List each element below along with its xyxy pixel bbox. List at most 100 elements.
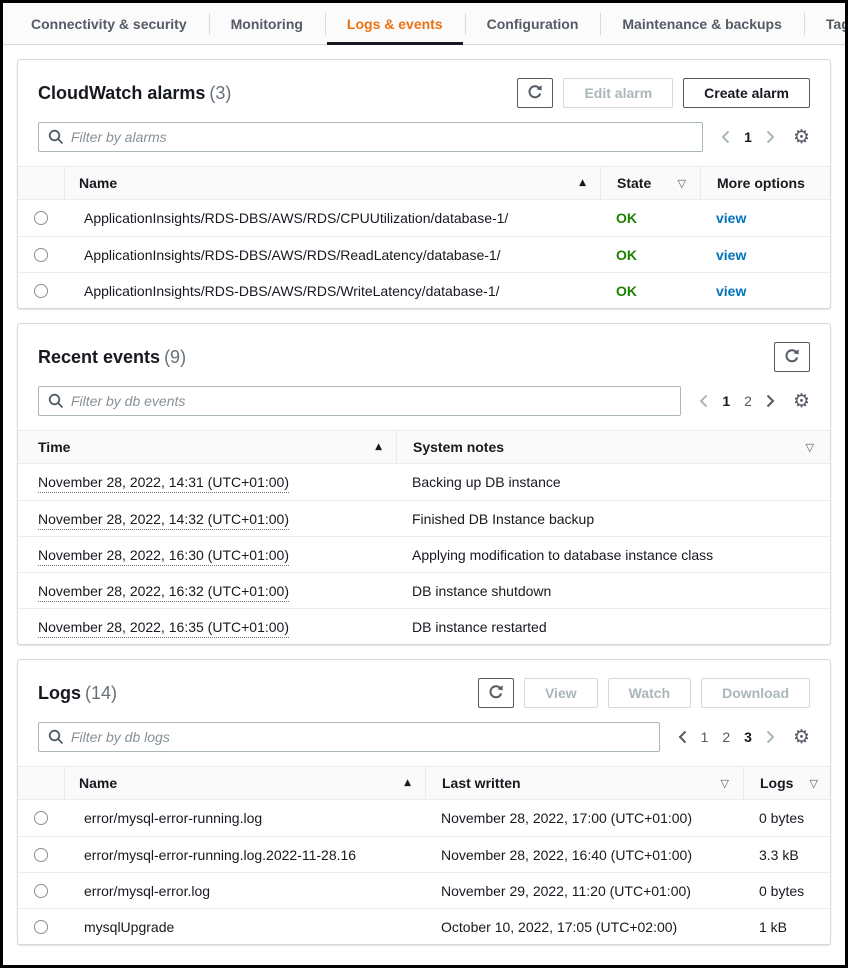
tab-monitoring[interactable]: Monitoring (208, 3, 325, 44)
row-radio-button[interactable] (34, 919, 48, 934)
table-row: mysqlUpgrade October 10, 2022, 17:05 (UT… (18, 908, 830, 944)
log-last-written: November 29, 2022, 11:20 (UTC+01:00) (441, 882, 691, 899)
events-settings-gear-icon[interactable]: ⚙ (792, 389, 810, 412)
column-label: Last written (442, 775, 521, 791)
row-radio-button[interactable] (34, 247, 48, 262)
column-filter-icon[interactable]: ▽ (809, 776, 818, 790)
event-time[interactable]: November 28, 2022, 14:32 (UTC+01:00) (38, 510, 289, 530)
column-label: Name (79, 775, 118, 791)
row-radio-button[interactable] (34, 847, 48, 862)
page-number[interactable]: 2 (744, 393, 752, 409)
log-size: 1 kB (759, 918, 788, 935)
alarms-filter-input[interactable] (38, 122, 704, 152)
row-radio-button[interactable] (34, 883, 48, 898)
events-header-time[interactable]: Time ▲ (18, 431, 396, 463)
log-last-written: October 10, 2022, 17:05 (UTC+02:00) (441, 918, 678, 935)
refresh-icon (488, 684, 504, 703)
alarms-header-name[interactable]: Name ▲ (64, 167, 600, 199)
previous-page-icon[interactable] (678, 730, 687, 744)
event-note: DB instance restarted (412, 618, 547, 635)
table-row: error/mysql-error.log November 29, 2022,… (18, 872, 830, 908)
alarms-header-state[interactable]: State ▽ (600, 167, 700, 199)
tab-label: Configuration (486, 15, 579, 32)
table-row: error/mysql-error-running.log.2022-11-28… (18, 836, 830, 872)
events-refresh-button[interactable] (774, 342, 810, 372)
create-alarm-button[interactable]: Create alarm (683, 78, 810, 108)
logs-filter-input[interactable] (38, 722, 660, 752)
table-row: November 28, 2022, 14:32 (UTC+01:00) Fin… (18, 500, 830, 536)
view-alarm-link[interactable]: view (716, 210, 747, 226)
logs-table-body: error/mysql-error-running.log November 2… (18, 800, 830, 944)
logs-settings-gear-icon[interactable]: ⚙ (792, 725, 810, 748)
log-name: mysqlUpgrade (84, 918, 175, 935)
page-number[interactable]: 1 (744, 129, 752, 145)
row-radio-button[interactable] (34, 811, 48, 825)
column-filter-icon[interactable]: ▽ (720, 776, 729, 790)
alarm-state-badge: OK (616, 246, 637, 263)
download-log-button[interactable]: Download (701, 678, 810, 708)
log-last-written: November 28, 2022, 16:40 (UTC+01:00) (441, 846, 692, 863)
tab-label: Tags (825, 15, 845, 32)
table-row: November 28, 2022, 16:35 (UTC+01:00) DB … (18, 608, 830, 644)
events-count: (9) (164, 346, 187, 367)
tab-connectivity-security[interactable]: Connectivity & security (9, 3, 209, 44)
next-page-icon[interactable] (766, 730, 775, 744)
events-filter-input[interactable] (38, 386, 682, 416)
header-radio-spacer (18, 167, 64, 199)
alarms-count: (3) (209, 82, 232, 103)
events-pagination: 1 2 (699, 393, 775, 409)
log-size: 3.3 kB (759, 846, 799, 863)
event-time[interactable]: November 28, 2022, 14:31 (UTC+01:00) (38, 474, 289, 493)
page-number[interactable]: 1 (722, 393, 731, 409)
alarms-settings-gear-icon[interactable]: ⚙ (792, 125, 810, 148)
row-radio-button[interactable] (34, 211, 48, 225)
recent-events-title: Recent events (9) (38, 347, 186, 368)
tab-tags[interactable]: Tags (803, 3, 845, 44)
events-header-system-notes[interactable]: System notes ▽ (396, 431, 830, 463)
sort-ascending-icon[interactable]: ▲ (579, 178, 586, 188)
event-time[interactable]: November 28, 2022, 16:30 (UTC+01:00) (38, 546, 289, 566)
cloudwatch-alarms-title: CloudWatch alarms (3) (38, 83, 231, 104)
view-alarm-link[interactable]: view (716, 246, 747, 263)
tab-configuration[interactable]: Configuration (464, 3, 601, 44)
page-number[interactable]: 2 (722, 729, 731, 745)
view-alarm-link[interactable]: view (716, 282, 747, 299)
logs-header-last-written[interactable]: Last written ▽ (425, 767, 743, 799)
recent-events-card: Recent events(9) 1 2 (17, 323, 831, 645)
sort-ascending-icon[interactable]: ▲ (404, 778, 411, 788)
column-filter-icon[interactable]: ▽ (805, 440, 814, 454)
alarms-table-body: ApplicationInsights/RDS-DBS/AWS/RDS/CPUU… (18, 200, 830, 308)
logs-title: Logs (14) (38, 683, 117, 704)
logs-header-name[interactable]: Name ▲ (64, 767, 425, 799)
events-table-header: Time ▲ System notes ▽ (18, 430, 830, 464)
row-radio-button[interactable] (34, 283, 48, 298)
refresh-icon (527, 84, 543, 103)
title-text: Logs (38, 682, 81, 703)
next-page-icon[interactable] (766, 130, 775, 144)
page-number[interactable]: 3 (744, 729, 752, 745)
events-table-body: November 28, 2022, 14:31 (UTC+01:00) Bac… (18, 464, 830, 644)
table-row: ApplicationInsights/RDS-DBS/AWS/RDS/Writ… (18, 272, 830, 308)
sort-ascending-icon[interactable]: ▲ (375, 442, 382, 452)
title-text: CloudWatch alarms (38, 82, 206, 103)
logs-refresh-button[interactable] (477, 678, 514, 708)
edit-alarm-button[interactable]: Edit alarm (563, 78, 674, 108)
alarms-refresh-button[interactable] (517, 78, 554, 108)
logs-count: (14) (85, 682, 118, 703)
previous-page-icon[interactable] (699, 394, 708, 408)
tab-logs-events[interactable]: Logs & events (324, 3, 465, 45)
events-filter (38, 386, 682, 416)
logs-header-size[interactable]: Logs ▽ (743, 767, 830, 799)
event-time[interactable]: November 28, 2022, 16:35 (UTC+01:00) (38, 618, 289, 638)
column-filter-icon[interactable]: ▽ (677, 176, 686, 190)
tab-maintenance-backups[interactable]: Maintenance & backups (600, 3, 804, 44)
next-page-icon[interactable] (766, 394, 775, 408)
event-time[interactable]: November 28, 2022, 16:32 (UTC+01:00) (38, 582, 289, 602)
previous-page-icon[interactable] (721, 130, 730, 144)
view-log-button[interactable]: View (523, 678, 598, 708)
watch-log-button[interactable]: Watch (607, 678, 692, 708)
column-label: Logs (760, 775, 794, 791)
page-number[interactable]: 1 (700, 729, 709, 745)
cloudwatch-alarms-card: CloudWatch alarms (3) Edit alarm Create a… (17, 59, 831, 309)
alarm-name: ApplicationInsights/RDS-DBS/AWS/RDS/Writ… (84, 282, 500, 299)
